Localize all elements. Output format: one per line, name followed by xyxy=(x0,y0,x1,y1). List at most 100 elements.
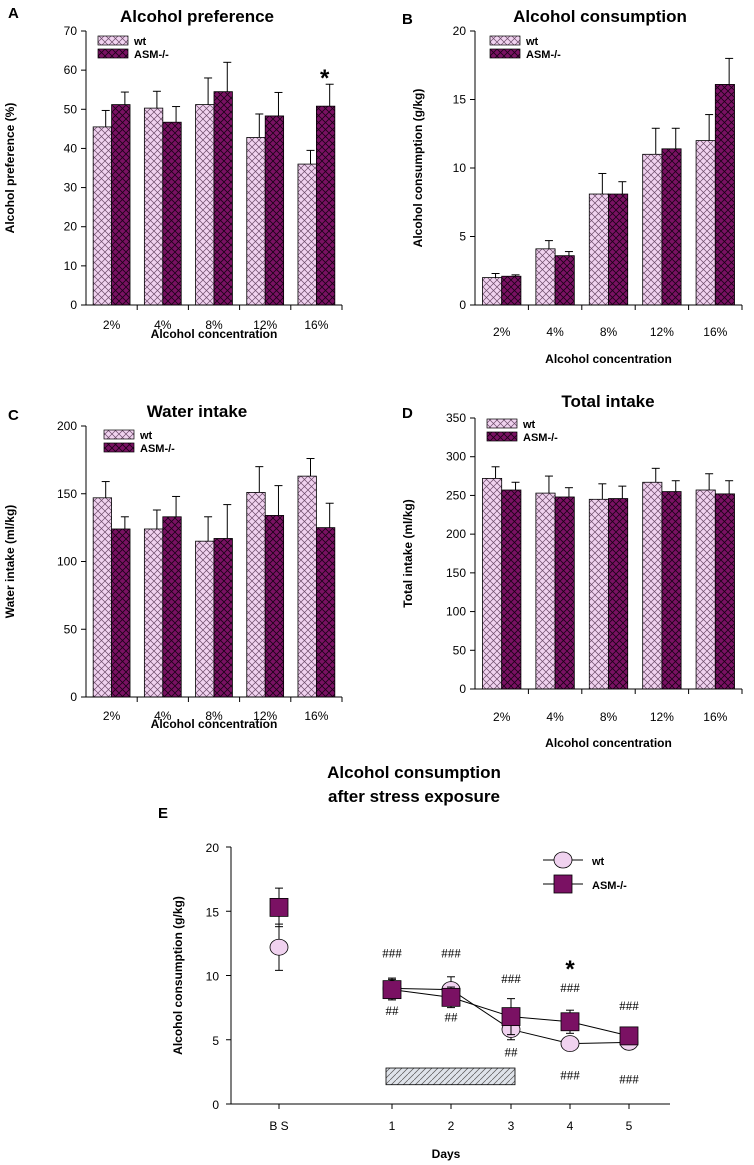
bar-wt-12% xyxy=(642,481,663,690)
y-tick-label: 15 xyxy=(453,93,467,107)
legend-label: wt xyxy=(139,430,153,442)
stress-comparison-marker: ### xyxy=(560,980,580,995)
stress-comparison-marker: ## xyxy=(445,1010,459,1025)
y-tick-label: 5 xyxy=(459,230,466,244)
y-tick-label: 10 xyxy=(453,161,467,175)
bar-wt-16% xyxy=(297,475,317,698)
x-tick-label: 5 xyxy=(626,1119,633,1133)
chart-panel-c: C Water intake 0 50 100 150 200 2% 4% 8% 12% 16% Alc… xyxy=(3,402,343,731)
legend-label: wt xyxy=(525,36,539,48)
bar-asm-16% xyxy=(315,527,336,698)
legend-label: ASM-/- xyxy=(134,49,169,61)
bar-asm-8% xyxy=(608,498,629,690)
y-tick-label: 0 xyxy=(459,682,466,696)
stress-comparison-marker: ### xyxy=(619,1071,639,1086)
y-axis-label: Alcohol consumption (g/kg) xyxy=(411,89,425,248)
chart-title-line-2: after stress exposure xyxy=(328,787,500,806)
x-tick-label: 4 xyxy=(567,1119,574,1133)
y-tick-label: 150 xyxy=(446,566,466,580)
legend-swatch-asm xyxy=(97,48,129,59)
y-tick-label: 50 xyxy=(64,622,78,636)
x-tick-label: 16% xyxy=(304,318,328,332)
bar-wt-16% xyxy=(695,489,716,690)
stress-comparison-marker: ### xyxy=(619,998,639,1013)
y-tick-label: 150 xyxy=(57,487,77,501)
y-tick-label: 70 xyxy=(64,24,78,38)
legend-label: ASM-/- xyxy=(140,443,175,455)
y-tick-label: 300 xyxy=(446,450,466,464)
bar-wt-2% xyxy=(482,277,503,306)
bar-wt-4% xyxy=(535,248,556,306)
bar-wt-16% xyxy=(695,140,716,306)
y-tick-label: 30 xyxy=(64,181,78,195)
bar-asm-8% xyxy=(608,193,629,306)
bar-asm-2% xyxy=(111,528,131,698)
y-tick-label: 40 xyxy=(64,141,78,155)
y-axis-label: Total intake (ml/kg) xyxy=(401,499,415,607)
bar-asm-2% xyxy=(501,489,522,690)
x-tick-label: 3 xyxy=(508,1119,515,1133)
panel-letter: A xyxy=(8,5,19,22)
x-tick-label: 8% xyxy=(600,710,618,724)
bar-asm-16% xyxy=(714,493,735,690)
stress-comparison-marker: ### xyxy=(441,945,461,960)
stress-comparison-marker: ## xyxy=(386,1003,400,1018)
x-tick-label: 1 xyxy=(389,1119,396,1133)
chart-title: Total intake xyxy=(561,392,654,411)
x-tick-label: 16% xyxy=(304,709,328,723)
legend-swatch-wt xyxy=(103,429,135,440)
bar-wt-8% xyxy=(588,498,609,690)
bar-wt-12% xyxy=(246,491,266,698)
x-axis-label: Alcohol concentration xyxy=(151,717,278,731)
y-tick-label: 350 xyxy=(446,411,466,425)
legend-swatch-wt xyxy=(489,35,521,46)
significance-marker: * xyxy=(320,65,330,92)
stress-period-bar xyxy=(385,1067,516,1086)
legend-label: wt xyxy=(522,419,536,431)
chart-panel-b: B Alcohol consumption 0 5 10 15 20 2% 4% 8% 12% 16%… xyxy=(402,7,743,366)
bar-asm-4% xyxy=(554,255,575,306)
x-tick-label: 16% xyxy=(703,325,727,339)
stress-comparison-marker: ### xyxy=(501,971,521,986)
legend-label: wt xyxy=(591,856,605,868)
x-tick-label: B S xyxy=(269,1119,288,1133)
legend-marker-asm xyxy=(553,874,573,894)
y-tick-label: 0 xyxy=(212,1098,219,1112)
y-tick-label: 50 xyxy=(64,102,78,116)
y-tick-label: 100 xyxy=(57,555,77,569)
bar-wt-12% xyxy=(246,137,266,306)
x-axis-label: Alcohol concentration xyxy=(545,352,672,366)
y-axis-label: Alcohol preference (%) xyxy=(3,103,17,234)
chart-title: Alcohol preference xyxy=(120,7,274,26)
bar-asm-16% xyxy=(315,105,336,306)
y-tick-label: 200 xyxy=(57,419,77,433)
bar-wt-12% xyxy=(642,153,663,306)
x-tick-label: 12% xyxy=(650,325,674,339)
chart-title: Water intake xyxy=(147,402,247,421)
point-asm-B S xyxy=(269,897,289,917)
x-tick-label: 16% xyxy=(703,710,727,724)
x-tick-label: 8% xyxy=(600,325,618,339)
point-asm-2 xyxy=(441,987,461,1007)
y-tick-label: 100 xyxy=(446,605,466,619)
point-wt-B S xyxy=(269,938,289,956)
y-tick-label: 20 xyxy=(453,24,467,38)
bar-asm-12% xyxy=(264,115,285,306)
y-tick-label: 0 xyxy=(70,298,77,312)
point-wt-4 xyxy=(560,1035,580,1053)
y-tick-label: 15 xyxy=(206,905,220,919)
bar-wt-2% xyxy=(482,477,503,690)
x-tick-label: 4% xyxy=(546,710,564,724)
chart-panel-a: A Alcohol preference 0 10 20 30 40 50 60 70 2% 4% 8%… xyxy=(3,5,343,341)
x-tick-label: 2 xyxy=(448,1119,455,1133)
y-tick-label: 60 xyxy=(64,63,78,77)
y-axis-label: Alcohol consumption (g/kg) xyxy=(171,896,185,1055)
legend-swatch-asm xyxy=(486,431,518,442)
x-axis-label: Alcohol concentration xyxy=(545,736,672,750)
point-asm-5 xyxy=(619,1026,639,1046)
x-tick-label: 2% xyxy=(493,710,511,724)
y-axis-label: Water intake (ml/kg) xyxy=(3,505,17,619)
bar-asm-4% xyxy=(554,496,575,690)
bar-asm-16% xyxy=(714,84,735,306)
